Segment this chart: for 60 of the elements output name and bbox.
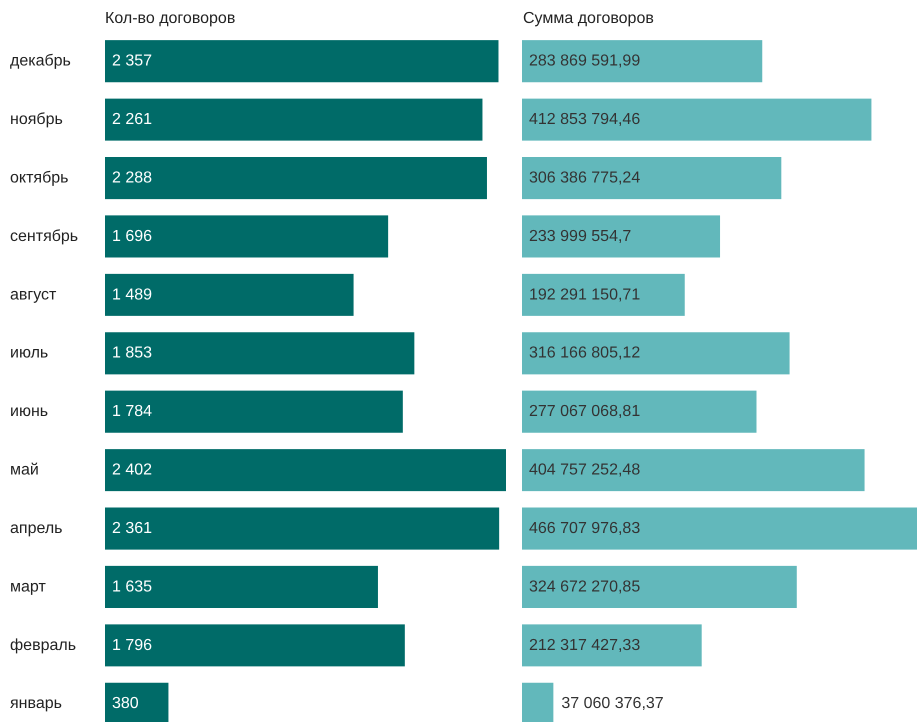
data-label: 404 757 252,48: [529, 462, 640, 479]
bar: [522, 449, 865, 492]
bar: [105, 98, 482, 141]
data-label: 1 853: [112, 344, 152, 362]
bar: [105, 624, 405, 666]
text: Сумма договоров: [523, 10, 654, 28]
data-label: 283 869 591,99: [529, 52, 640, 70]
bar: [522, 508, 917, 550]
bar: [522, 624, 702, 666]
bar: [105, 157, 487, 200]
data-label: 2 288: [112, 169, 152, 186]
data-label: 277 067 068,81: [529, 403, 640, 420]
y-tick-label: октябрь: [10, 169, 68, 186]
bar: [522, 332, 790, 374]
bar: [522, 98, 872, 141]
data-label: 316 166 805,12: [529, 344, 640, 362]
y-tick-label: март: [10, 578, 46, 596]
bar: [522, 40, 762, 82]
bar: [105, 40, 498, 82]
data-label: 1 784: [112, 403, 152, 420]
data-label: 233 999 554,7: [529, 228, 632, 245]
data-label: 1 796: [112, 636, 152, 654]
y-tick-label: декабрь: [10, 52, 71, 70]
bar: [522, 566, 797, 608]
bar: [105, 215, 388, 258]
data-label: 2 261: [112, 111, 152, 128]
y-tick-label: август: [10, 286, 58, 304]
y-tick-label: май: [10, 462, 39, 479]
data-label: 466 707 976,83: [529, 520, 640, 537]
y-tick-label: апрель: [10, 520, 62, 537]
bar: [522, 215, 720, 258]
y-tick-label: сентябрь: [10, 228, 78, 245]
chart-title: Кол-во договоров: [105, 10, 236, 28]
y-tick-label: ноябрь: [10, 111, 63, 128]
data-label: 192 291 150,71: [529, 286, 640, 304]
data-label: 212 317 427,33: [529, 636, 640, 654]
data-label: 37 060 376,37: [561, 695, 664, 712]
bar: [105, 566, 378, 608]
data-label: 324 672 270,85: [529, 578, 640, 596]
y-tick-label: февраль: [10, 636, 76, 654]
bar: [105, 274, 354, 316]
y-tick-label: январь: [10, 695, 62, 712]
y-tick-label: июнь: [10, 403, 48, 420]
bar: [522, 274, 685, 316]
data-label: 2 361: [112, 520, 152, 537]
bar: [522, 157, 782, 200]
y-tick-label: июль: [10, 344, 48, 362]
bar: [105, 332, 414, 374]
data-label: 2 402: [112, 462, 152, 479]
data-label: 380: [112, 695, 139, 712]
data-label: 306 386 775,24: [529, 169, 640, 186]
bar: [522, 390, 756, 433]
bar: [105, 390, 403, 433]
bar: [105, 449, 506, 492]
data-label: 412 853 794,46: [529, 111, 640, 128]
data-label: 1 489: [112, 286, 152, 304]
data-label: 1 696: [112, 228, 152, 245]
data-label: 1 635: [112, 578, 152, 596]
bar: [105, 508, 500, 550]
data-label: 2 357: [112, 52, 152, 70]
